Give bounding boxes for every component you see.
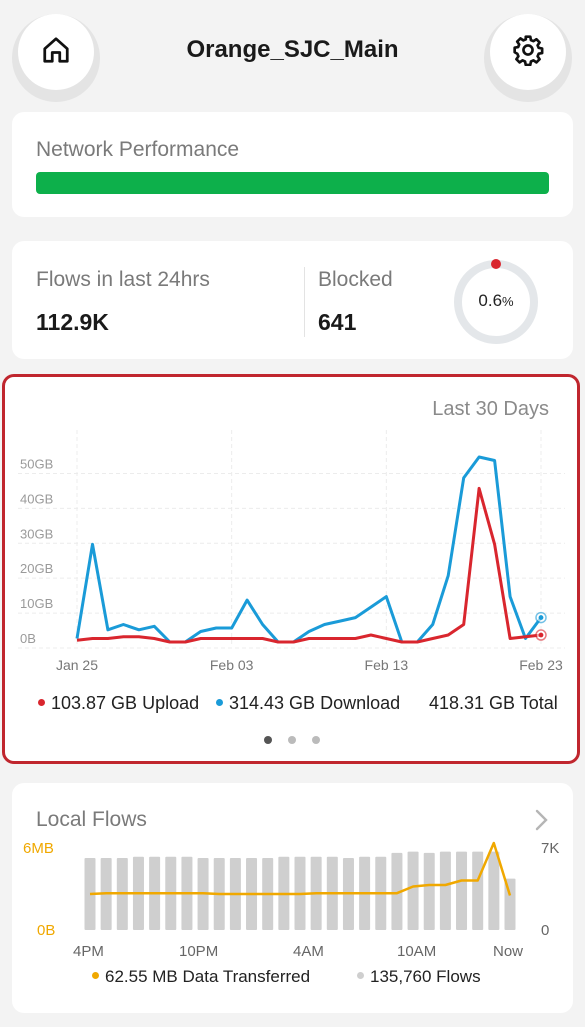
y-tick-label: 0B bbox=[20, 631, 36, 646]
flows-x-tick: Now bbox=[493, 943, 524, 960]
data-transferred-legend: 62.55 MB Data Transferred bbox=[92, 967, 310, 987]
x-tick-label: Jan 25 bbox=[56, 657, 98, 673]
right-axis-min: 0 bbox=[541, 922, 550, 939]
local-flows-chart bbox=[84, 841, 516, 930]
flows-bar bbox=[488, 851, 500, 930]
data-legend-dot bbox=[92, 972, 99, 980]
blocked-percent: 0.6% bbox=[478, 291, 514, 310]
flows-bar bbox=[504, 878, 516, 930]
left-axis-min: 0B bbox=[37, 922, 56, 939]
flows-x-tick: 10PM bbox=[179, 943, 219, 960]
download-legend-dot bbox=[216, 698, 223, 706]
y-tick-label: 10GB bbox=[20, 596, 53, 611]
x-tick-label: Feb 13 bbox=[365, 657, 409, 673]
y-tick-label: 40GB bbox=[20, 491, 53, 506]
chevron-right-icon[interactable] bbox=[534, 808, 550, 837]
home-icon bbox=[41, 35, 71, 70]
flows-label: Flows in last 24hrs bbox=[36, 268, 210, 291]
traffic-line-chart: 0B 10GB 20GB 30GB 40GB 50GB Jan 25 Feb 03 Feb 13… bbox=[18, 430, 565, 673]
flows-x-tick: 10AM bbox=[397, 943, 437, 960]
page-title: Orange_SJC_Main bbox=[186, 36, 399, 63]
upload-series-line bbox=[76, 486, 542, 644]
x-tick-label: Feb 03 bbox=[210, 657, 254, 673]
flows-bar bbox=[391, 852, 403, 930]
y-tick-label: 30GB bbox=[20, 526, 53, 541]
gear-icon bbox=[512, 34, 544, 71]
total-legend: 418.31 GB Total bbox=[429, 693, 558, 713]
network-performance-bar bbox=[36, 172, 549, 194]
pager-dot-1[interactable] bbox=[264, 736, 272, 744]
chart-range-label[interactable]: Last 30 Days bbox=[432, 398, 549, 420]
flows-legend: 135,760 Flows bbox=[357, 967, 481, 987]
download-series-line bbox=[75, 455, 543, 644]
flows-bar bbox=[423, 852, 435, 930]
upload-end-point bbox=[538, 632, 544, 638]
data-transferred-line bbox=[89, 841, 512, 896]
settings-button[interactable] bbox=[490, 14, 566, 90]
stats-divider bbox=[304, 267, 305, 337]
network-performance-label: Network Performance bbox=[36, 138, 240, 161]
flows-bar bbox=[407, 851, 419, 930]
flows-value: 112.9K bbox=[36, 309, 109, 335]
download-legend: 314.43 GB Download bbox=[216, 693, 400, 714]
upload-legend-dot bbox=[38, 698, 45, 706]
home-button[interactable] bbox=[18, 14, 94, 90]
left-axis-max: 6MB bbox=[23, 840, 54, 857]
network-performance-card[interactable]: Network Performance bbox=[12, 112, 573, 217]
x-tick-label: Feb 23 bbox=[519, 657, 563, 673]
flows-bar bbox=[456, 851, 468, 930]
right-axis-max: 7K bbox=[541, 840, 560, 857]
flows-x-tick: 4PM bbox=[73, 943, 104, 960]
pager-dot-3[interactable] bbox=[312, 736, 320, 744]
y-tick-label: 50GB bbox=[20, 456, 53, 471]
y-tick-label: 20GB bbox=[20, 561, 53, 576]
blocked-percent-donut bbox=[454, 259, 538, 344]
flows-bar bbox=[439, 851, 451, 930]
flows-bar bbox=[472, 851, 484, 930]
pager-dot-2[interactable] bbox=[288, 736, 296, 744]
flows-legend-dot bbox=[357, 972, 364, 980]
local-flows-title: Local Flows bbox=[36, 808, 147, 831]
flows-x-tick: 4AM bbox=[293, 943, 324, 960]
download-end-point bbox=[538, 615, 544, 620]
blocked-label: Blocked bbox=[318, 268, 393, 291]
blocked-value: 641 bbox=[318, 309, 357, 335]
upload-legend: 103.87 GB Upload bbox=[38, 693, 199, 714]
